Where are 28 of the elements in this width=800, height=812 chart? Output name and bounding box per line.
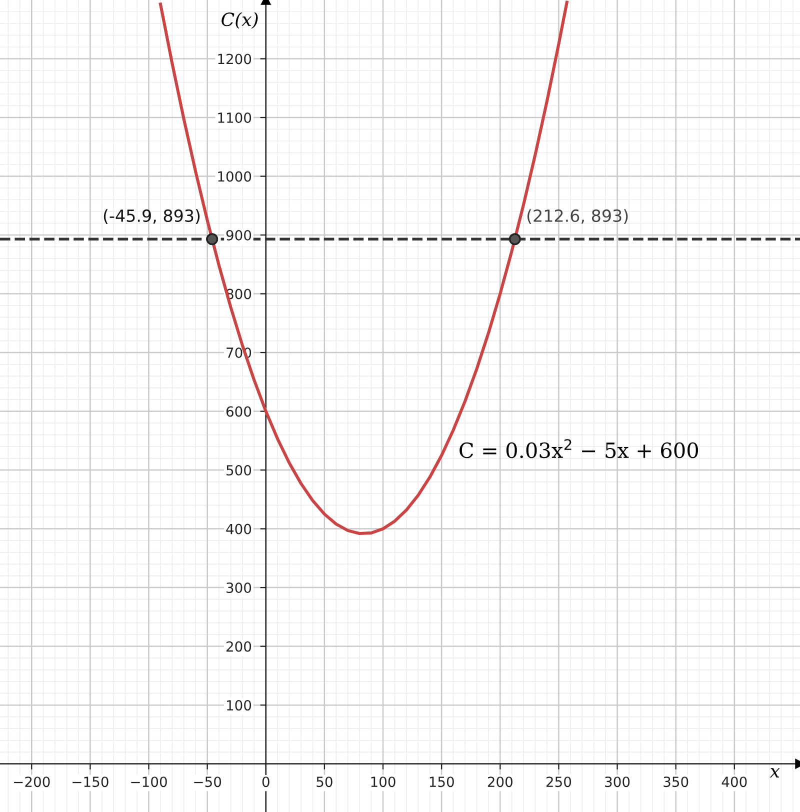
x-tick-label: 50 xyxy=(316,776,332,788)
y-tick-label: 100 xyxy=(227,700,252,711)
y-tick-label: 1000 xyxy=(218,171,252,182)
x-tick-label: 200 xyxy=(488,776,512,788)
x-tick-label: −50 xyxy=(194,776,222,788)
x-tick-label: 400 xyxy=(722,776,747,788)
x-tick-label: 250 xyxy=(546,776,572,788)
x-tick-label: −200 xyxy=(14,776,50,788)
y-tick-label: 300 xyxy=(226,582,252,594)
annotation: (212.6, 893) xyxy=(527,209,628,224)
x-tick-label: −150 xyxy=(72,776,108,788)
annotation: (-45.9, 893) xyxy=(104,209,200,224)
y-tick-label: 200 xyxy=(226,641,252,652)
x-tick-label: 150 xyxy=(430,776,454,788)
y-tick-label: 1200 xyxy=(218,54,252,64)
y-axis-title: C(x) xyxy=(222,12,258,29)
x-axis-title: x xyxy=(770,768,780,778)
y-tick-label: 900 xyxy=(226,230,252,240)
y-tick-label: 400 xyxy=(226,524,252,534)
x-tick-label: 300 xyxy=(605,776,630,788)
x-tick-label: 350 xyxy=(664,776,688,788)
x-tick-label: −100 xyxy=(131,776,167,788)
x-tick-label: 100 xyxy=(371,776,396,788)
annotation: C = 0.03x$^{2}$ − 5x + 600 xyxy=(460,439,698,458)
y-tick-label: 1100 xyxy=(218,112,252,123)
y-tick-label: 600 xyxy=(226,406,252,417)
x-tick-label: 0 xyxy=(262,776,270,788)
y-tick-label: 500 xyxy=(226,465,252,476)
